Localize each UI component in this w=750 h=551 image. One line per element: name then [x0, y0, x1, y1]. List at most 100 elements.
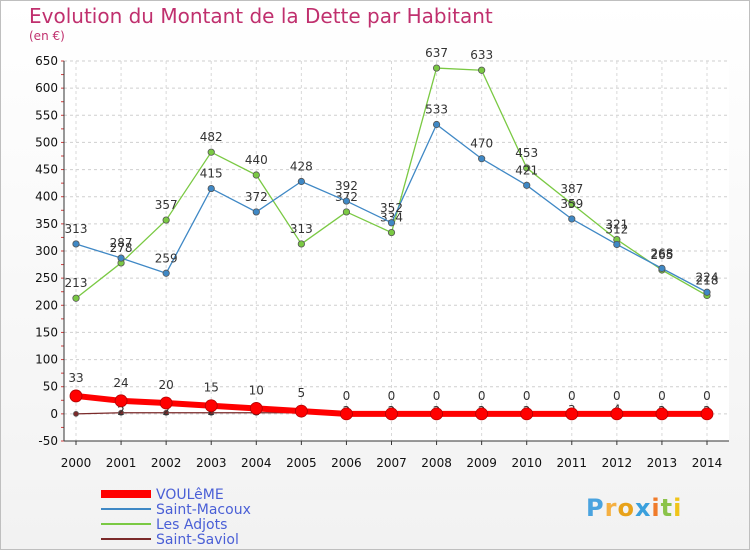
x-tick-label: 2007 — [376, 456, 407, 470]
data-label: 218 — [696, 274, 719, 288]
data-label: 359 — [560, 197, 583, 211]
data-point — [118, 409, 124, 416]
logo-letter: i — [651, 494, 661, 522]
data-point — [163, 409, 170, 416]
y-tick-label: 650 — [35, 54, 58, 68]
data-label: 2 — [117, 404, 125, 418]
data-label: 0 — [658, 389, 666, 403]
data-point — [162, 216, 170, 224]
data-label: 421 — [515, 163, 538, 177]
data-label: 357 — [155, 198, 178, 212]
data-label: 0 — [433, 389, 441, 403]
data-label: 440 — [245, 153, 268, 167]
data-point — [478, 66, 486, 74]
data-point — [69, 389, 83, 403]
x-tick-label: 2012 — [602, 456, 633, 470]
data-label: 265 — [650, 248, 673, 262]
data-label: 637 — [425, 46, 448, 60]
data-point — [568, 200, 576, 208]
series-voul-me: 33 24 20 15 10 5 0 0 0 0 0 0 0 0 0 — [68, 371, 714, 421]
y-tick-label: 50 — [43, 380, 58, 394]
y-tick-label: 600 — [35, 81, 58, 95]
x-tick-label: 2010 — [511, 456, 542, 470]
data-label: 313 — [290, 222, 313, 236]
x-tick-label: 2006 — [331, 456, 362, 470]
data-point — [207, 148, 215, 156]
data-point — [475, 407, 489, 421]
chart-title: Evolution du Montant de la Dette par Hab… — [29, 4, 493, 28]
legend-label: Saint-Saviol — [156, 532, 239, 548]
legend-label: Saint-Macoux — [156, 502, 251, 518]
y-tick-label: -50 — [38, 434, 58, 448]
y-tick-label: 250 — [35, 271, 58, 285]
x-tick-label: 2005 — [286, 456, 317, 470]
data-point — [249, 402, 263, 415]
data-label: 470 — [470, 137, 493, 151]
data-label: 372 — [245, 190, 268, 204]
data-label: 287 — [110, 236, 133, 250]
x-tick-label: 2011 — [557, 456, 588, 470]
data-label: 224 — [696, 270, 719, 284]
data-point — [117, 254, 125, 262]
data-label: 0 — [613, 389, 621, 403]
series-les-adjots: 213 278 357 482 440 313 372 334 637 633 453 387 321 2… — [65, 46, 719, 302]
data-label: 15 — [204, 381, 219, 395]
y-tick-label: 400 — [35, 190, 58, 204]
data-point — [703, 288, 711, 296]
data-label: 453 — [515, 146, 538, 160]
data-point — [387, 228, 396, 237]
y-tick-label: 450 — [35, 163, 58, 177]
legend-label: VOULêME — [156, 487, 224, 503]
data-label: 428 — [290, 160, 313, 174]
y-tick-label: 350 — [35, 217, 58, 231]
data-point — [387, 219, 396, 227]
data-point — [520, 407, 534, 421]
data-label: 259 — [155, 251, 178, 265]
data-label: 2 — [162, 404, 170, 418]
data-point — [432, 120, 441, 129]
data-point — [72, 294, 80, 302]
y-tick-label: 200 — [35, 298, 58, 312]
data-label: 213 — [65, 276, 88, 290]
data-point — [430, 407, 443, 421]
data-point — [342, 208, 351, 216]
data-label: 0 — [568, 389, 576, 403]
data-point — [523, 164, 531, 172]
data-label: 10 — [249, 383, 264, 397]
chart-subtitle: (en €) — [29, 29, 65, 43]
x-tick-label: 2014 — [692, 456, 723, 470]
data-label: 5 — [298, 386, 306, 400]
data-label: 268 — [650, 246, 673, 260]
logo-letter: t — [660, 494, 674, 522]
data-point — [159, 396, 173, 410]
data-point — [478, 155, 486, 163]
data-point — [294, 404, 308, 418]
data-label: 313 — [65, 222, 88, 236]
data-label: 633 — [470, 48, 493, 62]
data-label: 0 — [703, 389, 711, 403]
data-label: 372 — [335, 190, 358, 204]
data-point — [72, 240, 80, 248]
data-point — [613, 240, 621, 249]
x-tick-label: 2009 — [466, 456, 497, 470]
data-point — [658, 264, 666, 272]
data-point — [568, 215, 576, 223]
data-label: 482 — [200, 130, 223, 144]
data-point — [565, 407, 579, 421]
data-label: 278 — [110, 241, 133, 255]
data-point — [432, 64, 441, 72]
logo-letter: x — [634, 494, 652, 522]
data-label: 0 — [343, 389, 351, 403]
data-label: 334 — [380, 211, 403, 225]
data-point — [252, 171, 260, 179]
data-point — [207, 184, 215, 193]
proxiti-logo: Proxiti — [586, 494, 682, 522]
data-label: 392 — [335, 179, 358, 193]
logo-letter: o — [617, 494, 635, 522]
data-label: 321 — [605, 218, 628, 232]
data-point — [73, 410, 79, 417]
x-tick-label: 2000 — [61, 456, 92, 470]
